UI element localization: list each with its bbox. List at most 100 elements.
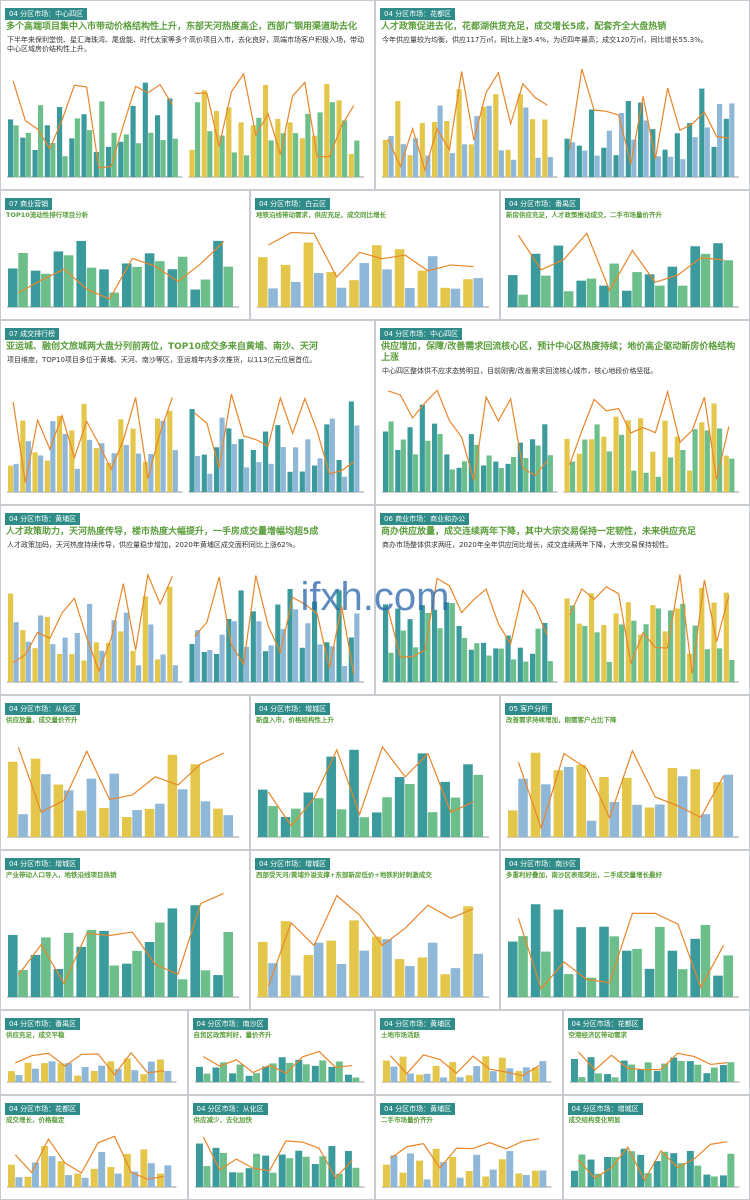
chart-bar [41,1063,49,1082]
chart-bar [256,621,262,682]
chart-bar [177,256,188,307]
chart-bar [667,266,678,307]
chart-bar [200,970,211,997]
chart-bar [318,1060,326,1082]
chart-bar [576,764,586,837]
section-label: 04 分区市场：南沙区 [505,858,581,870]
chart-bar [518,778,528,837]
chart-bar [62,156,68,177]
chart-bar [603,1074,611,1082]
chart-bar [228,1073,236,1082]
chart-bar [268,463,274,492]
chart-bar [342,120,348,177]
chart-bar [111,620,117,682]
chart-bar [619,113,625,177]
chart-bar [256,462,262,492]
chart-bar [432,423,438,492]
chart-bar [388,421,394,492]
chart-bar [644,807,655,837]
chart-bar [278,1154,286,1187]
section-label: 04 分区市场：增城区 [567,1103,643,1115]
chart-bar [302,1064,310,1082]
chart-bar [493,648,499,682]
chart-bar [399,1172,407,1187]
chart-bar [603,1156,611,1187]
chart-bar [32,149,38,177]
chart-bar [531,1170,539,1187]
chart-bar [8,465,14,492]
chart-bar [13,125,19,177]
chart-bar [268,963,278,997]
chart-bar [329,102,335,177]
slide-title: TOP10流动性排行项目分析 [6,211,89,219]
slide: 06 商业市场：商业和办公 商办供应放量，成交连续两年下降，其中大宗交易保持一定韧… [375,505,750,695]
chart-bar [547,157,553,177]
chart-bar [690,246,700,307]
chart-bar [468,434,474,492]
section-label: 06 商业市场：商业和办公 [380,513,470,525]
chart-bar [114,1069,122,1082]
chart-bar [63,790,74,837]
chart-bar [252,1073,260,1082]
chart-bar [25,132,31,177]
slide: 04 分区市场：从化区 供应放量，成交量价齐升 [0,695,250,850]
chart-bar [662,420,668,492]
chart-bar [53,784,64,837]
chart-bar [627,1064,635,1082]
chart-bar [711,146,717,177]
chart-bar [456,1177,464,1187]
chart-bar [613,155,619,177]
chart-bar [74,1173,82,1187]
chart-bar [130,105,136,177]
chart-bar [553,245,564,307]
chart-bar [263,431,269,492]
chart-bar [238,439,244,492]
chart-line [17,892,224,985]
chart-bar [155,659,161,682]
chart-bar [122,816,132,837]
chart-bar [606,451,612,492]
section-label: 04 分区市场：花都区 [380,8,456,20]
chart-bar [44,617,50,682]
chart-bar [305,623,311,682]
chart-bar [625,602,631,682]
chart-bar [107,1061,115,1082]
chart-bar [231,444,237,492]
chart-bar [416,1160,424,1187]
chart-bar [167,269,178,307]
chart-bar [699,587,705,682]
chart-bar [660,1151,668,1187]
chart-line [387,71,548,173]
chart-bar [123,612,129,682]
chart-line [14,1135,165,1180]
chart-bar [693,1165,701,1187]
slide-title: 多个高端项目集中入市带动价格结构性上升，东部天河热度高企，西部广钢用渠道助去化 [6,22,358,32]
chart-bar [329,418,335,492]
chart-line [194,575,355,675]
chart-bar [594,632,600,682]
chart-line [389,1054,540,1077]
chart-bar [594,424,600,492]
chart-bar [437,628,443,682]
chart-line [569,68,729,165]
chart-bar [456,89,462,177]
chart-bar [44,125,50,177]
chart-bar [256,117,262,177]
chart-bar [643,120,649,177]
chart-bar [69,138,75,177]
chart-bar [636,1154,644,1187]
chart-bar [109,773,120,837]
chart-bar [523,457,529,492]
chart-bar [505,149,511,177]
chart-bar [258,789,268,837]
chart-bar [359,263,370,307]
slide: 04 分区市场：黄埔区 二手市场量价齐升 [375,1095,563,1200]
chart-bar [432,609,438,682]
chart-bar [18,969,28,997]
chart-bar [372,245,382,307]
chart-bar [41,774,51,837]
chart-bar [542,119,548,177]
chart-bar [419,605,425,682]
chart-bar [318,1156,326,1187]
slide: 07 成交排行榜 亚运城、融创文旅城两大盘分列前两位，TOP10成交多来自黄埔、南… [0,320,375,505]
